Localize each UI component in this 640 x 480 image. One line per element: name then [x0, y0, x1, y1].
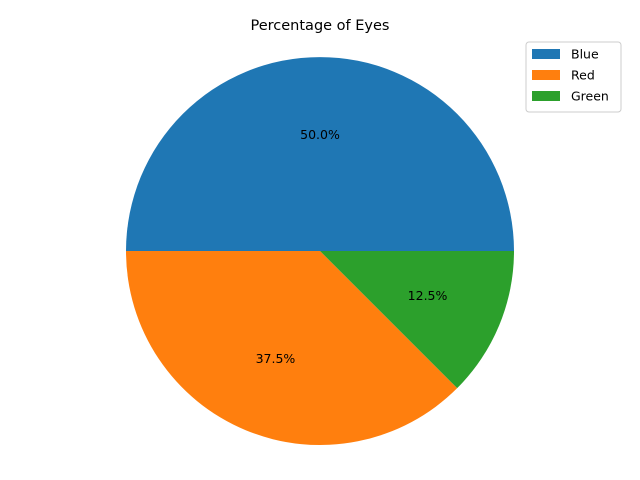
pie-slice-green — [320, 251, 514, 389]
legend-swatch-green — [532, 91, 560, 101]
legend-swatch-blue — [532, 49, 560, 59]
percent-labels: 50.0% 37.5% 12.5% — [256, 127, 448, 366]
pie-slice-blue — [126, 57, 514, 251]
percent-label-green: 12.5% — [408, 288, 448, 303]
percent-label-blue: 50.0% — [300, 127, 340, 142]
legend-label-blue: Blue — [571, 47, 599, 62]
legend-swatch-red — [532, 70, 560, 80]
legend-label-green: Green — [571, 89, 609, 104]
percent-label-red: 37.5% — [256, 351, 296, 366]
legend-label-red: Red — [571, 68, 595, 83]
chart-title: Percentage of Eyes — [251, 18, 390, 34]
legend: Blue Red Green — [525, 41, 622, 113]
pie-slices — [126, 57, 514, 446]
pie-slice-red — [126, 251, 458, 446]
